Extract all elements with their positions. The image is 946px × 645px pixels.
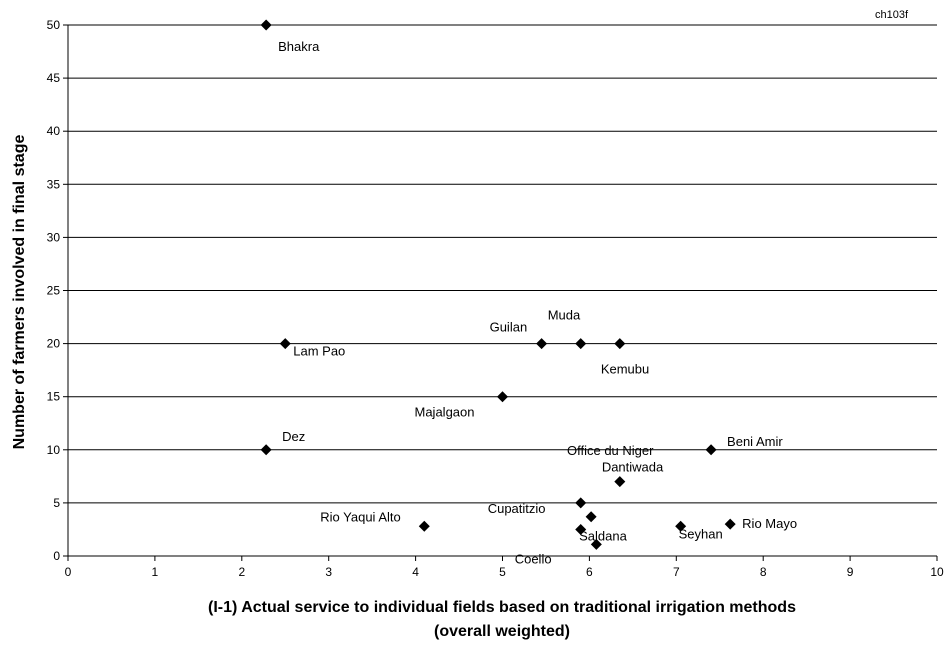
y-tick-label: 0 [53,549,60,563]
axes [63,24,938,561]
data-point [675,520,687,532]
x-tick-label: 1 [152,565,159,579]
point-label: Kemubu [601,362,649,377]
point-label: Dantiwada [602,460,664,475]
data-point [575,497,587,509]
x-axis-label-line-1: (I-1) Actual service to individual field… [208,599,796,616]
x-tick-label: 4 [412,565,419,579]
data-point [279,338,291,350]
y-tick-label: 25 [47,284,61,298]
y-tick-label: 30 [47,230,61,244]
data-point [536,338,548,350]
data-point [260,19,272,31]
y-tick-label: 40 [47,124,61,138]
data-point [614,476,626,488]
gridlines [68,24,937,504]
point-label: Rio Yaqui Alto [320,509,400,524]
corner-label: ch103f [875,9,909,21]
point-label: Lam Pao [293,344,345,359]
x-axis-label-line-2: (overall weighted) [434,623,570,640]
point-label: Guilan [490,320,528,335]
point-label: Seyhan [679,526,723,541]
data-point [260,444,272,456]
point-labels: Bhakra Lam Pao Dez Rio Yaqui Alto Majalgaon G… [278,39,797,566]
data-points [260,19,736,550]
data-point [497,391,508,403]
data-point [575,523,587,535]
data-point [724,518,736,530]
x-tick-label: 6 [586,565,593,579]
x-tick-label: 3 [325,565,332,579]
data-point [575,338,587,350]
x-tick-label: 10 [930,565,944,579]
data-point [418,520,430,532]
point-label: Beni Amir [727,434,783,449]
y-tick-label: 15 [47,390,61,404]
data-point [705,444,717,456]
x-tick-label: 0 [65,565,72,579]
y-tick-label: 50 [47,18,61,32]
y-tick-label: 10 [47,443,61,457]
point-label: Dez [282,429,305,444]
data-point [614,338,626,350]
point-label: Majalgaon [415,405,475,420]
y-tick-label: 20 [47,337,61,351]
point-label: Coello [515,551,552,566]
data-point [585,511,597,523]
x-tick-label: 7 [673,565,680,579]
x-tick-label: 8 [760,565,767,579]
point-label: Cupatitzio [488,501,546,516]
point-label: Saldana [579,529,627,544]
x-tick-label: 5 [499,565,506,579]
y-axis-label: Number of farmers involved in final stag… [11,135,28,450]
point-label: Office du Niger [567,443,654,458]
x-tick-label: 9 [847,565,854,579]
y-tick-label: 35 [47,177,61,191]
y-tick-label: 45 [47,71,61,85]
point-label: Rio Mayo [742,516,797,531]
x-tick-label: 2 [238,565,245,579]
data-point [590,538,602,550]
point-label: Muda [548,308,581,323]
point-label: Bhakra [278,39,320,54]
y-tick-label: 5 [53,496,60,510]
